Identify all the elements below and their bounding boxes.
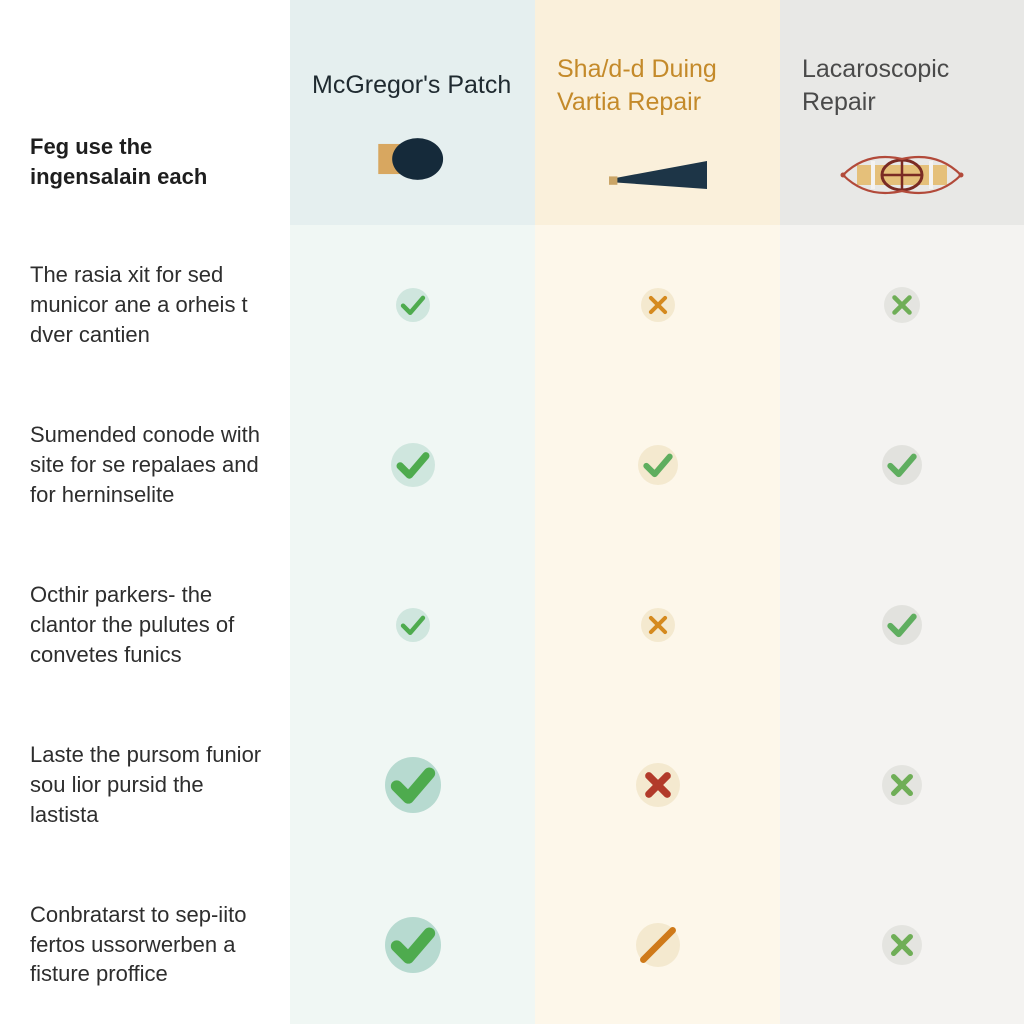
column-icon-wrap	[802, 140, 1002, 210]
cell-r2-c1	[535, 545, 780, 705]
cell-r2-c0	[290, 545, 535, 705]
x-mark	[641, 608, 675, 642]
intro-cell: Feg use the ingensalain each	[0, 0, 290, 225]
laparo-icon	[837, 145, 967, 205]
cell-r1-c2	[780, 385, 1024, 545]
cell-r4-c1	[535, 865, 780, 1024]
x-mark	[882, 765, 922, 805]
cell-r4-c2	[780, 865, 1024, 1024]
row-label-0: The rasia xit for sed municor ane a orhe…	[0, 225, 290, 385]
cell-r3-c2	[780, 705, 1024, 865]
column-title: Sha/d-d Duing Vartia Repair	[557, 53, 758, 118]
intro-text: Feg use the ingensalain each	[30, 132, 264, 191]
row-label-3: Laste the pursom funior sou lior pursid …	[0, 705, 290, 865]
check-mark	[638, 445, 678, 485]
column-title: Lacaroscopic Repair	[802, 53, 1002, 118]
row-label-4: Conbratarst to sep-iito fertos ussorwerb…	[0, 865, 290, 1024]
row-label-text: Laste the pursom funior sou lior pursid …	[30, 740, 264, 829]
x-mark	[636, 763, 680, 807]
cell-r0-c2	[780, 225, 1024, 385]
comparison-table: Feg use the ingensalain each McGregor's P…	[0, 0, 1024, 1024]
row-label-text: The rasia xit for sed municor ane a orhe…	[30, 260, 264, 349]
cell-r3-c0	[290, 705, 535, 865]
row-label-text: Conbratarst to sep-iito fertos ussorwerb…	[30, 900, 264, 989]
row-label-2: Octhir parkers- the clantor the pulutes …	[0, 545, 290, 705]
column-header-col2: Sha/d-d Duing Vartia Repair	[535, 0, 780, 225]
check-mark	[882, 445, 922, 485]
row-label-1: Sumended conode with site for se repalae…	[0, 385, 290, 545]
wedge-icon	[603, 161, 713, 189]
cell-r0-c0	[290, 225, 535, 385]
row-label-text: Octhir parkers- the clantor the pulutes …	[30, 580, 264, 669]
check-mark	[391, 443, 435, 487]
slash-mark	[636, 923, 680, 967]
check-mark	[396, 608, 430, 642]
x-mark	[884, 287, 920, 323]
check-mark	[396, 288, 430, 322]
cell-r1-c1	[535, 385, 780, 545]
cell-r2-c2	[780, 545, 1024, 705]
cell-r3-c1	[535, 705, 780, 865]
cell-r4-c0	[290, 865, 535, 1024]
patch-oval-icon	[368, 137, 458, 181]
column-header-col3: Lacaroscopic Repair	[780, 0, 1024, 225]
x-mark	[882, 925, 922, 965]
column-icon-wrap	[312, 124, 513, 194]
check-mark	[385, 757, 441, 813]
cell-r0-c1	[535, 225, 780, 385]
column-header-col1: McGregor's Patch	[290, 0, 535, 225]
column-icon-wrap	[557, 140, 758, 210]
row-label-text: Sumended conode with site for se repalae…	[30, 420, 264, 509]
check-mark	[882, 605, 922, 645]
column-title: McGregor's Patch	[312, 69, 511, 102]
check-mark	[385, 917, 441, 973]
x-mark	[641, 288, 675, 322]
cell-r1-c0	[290, 385, 535, 545]
